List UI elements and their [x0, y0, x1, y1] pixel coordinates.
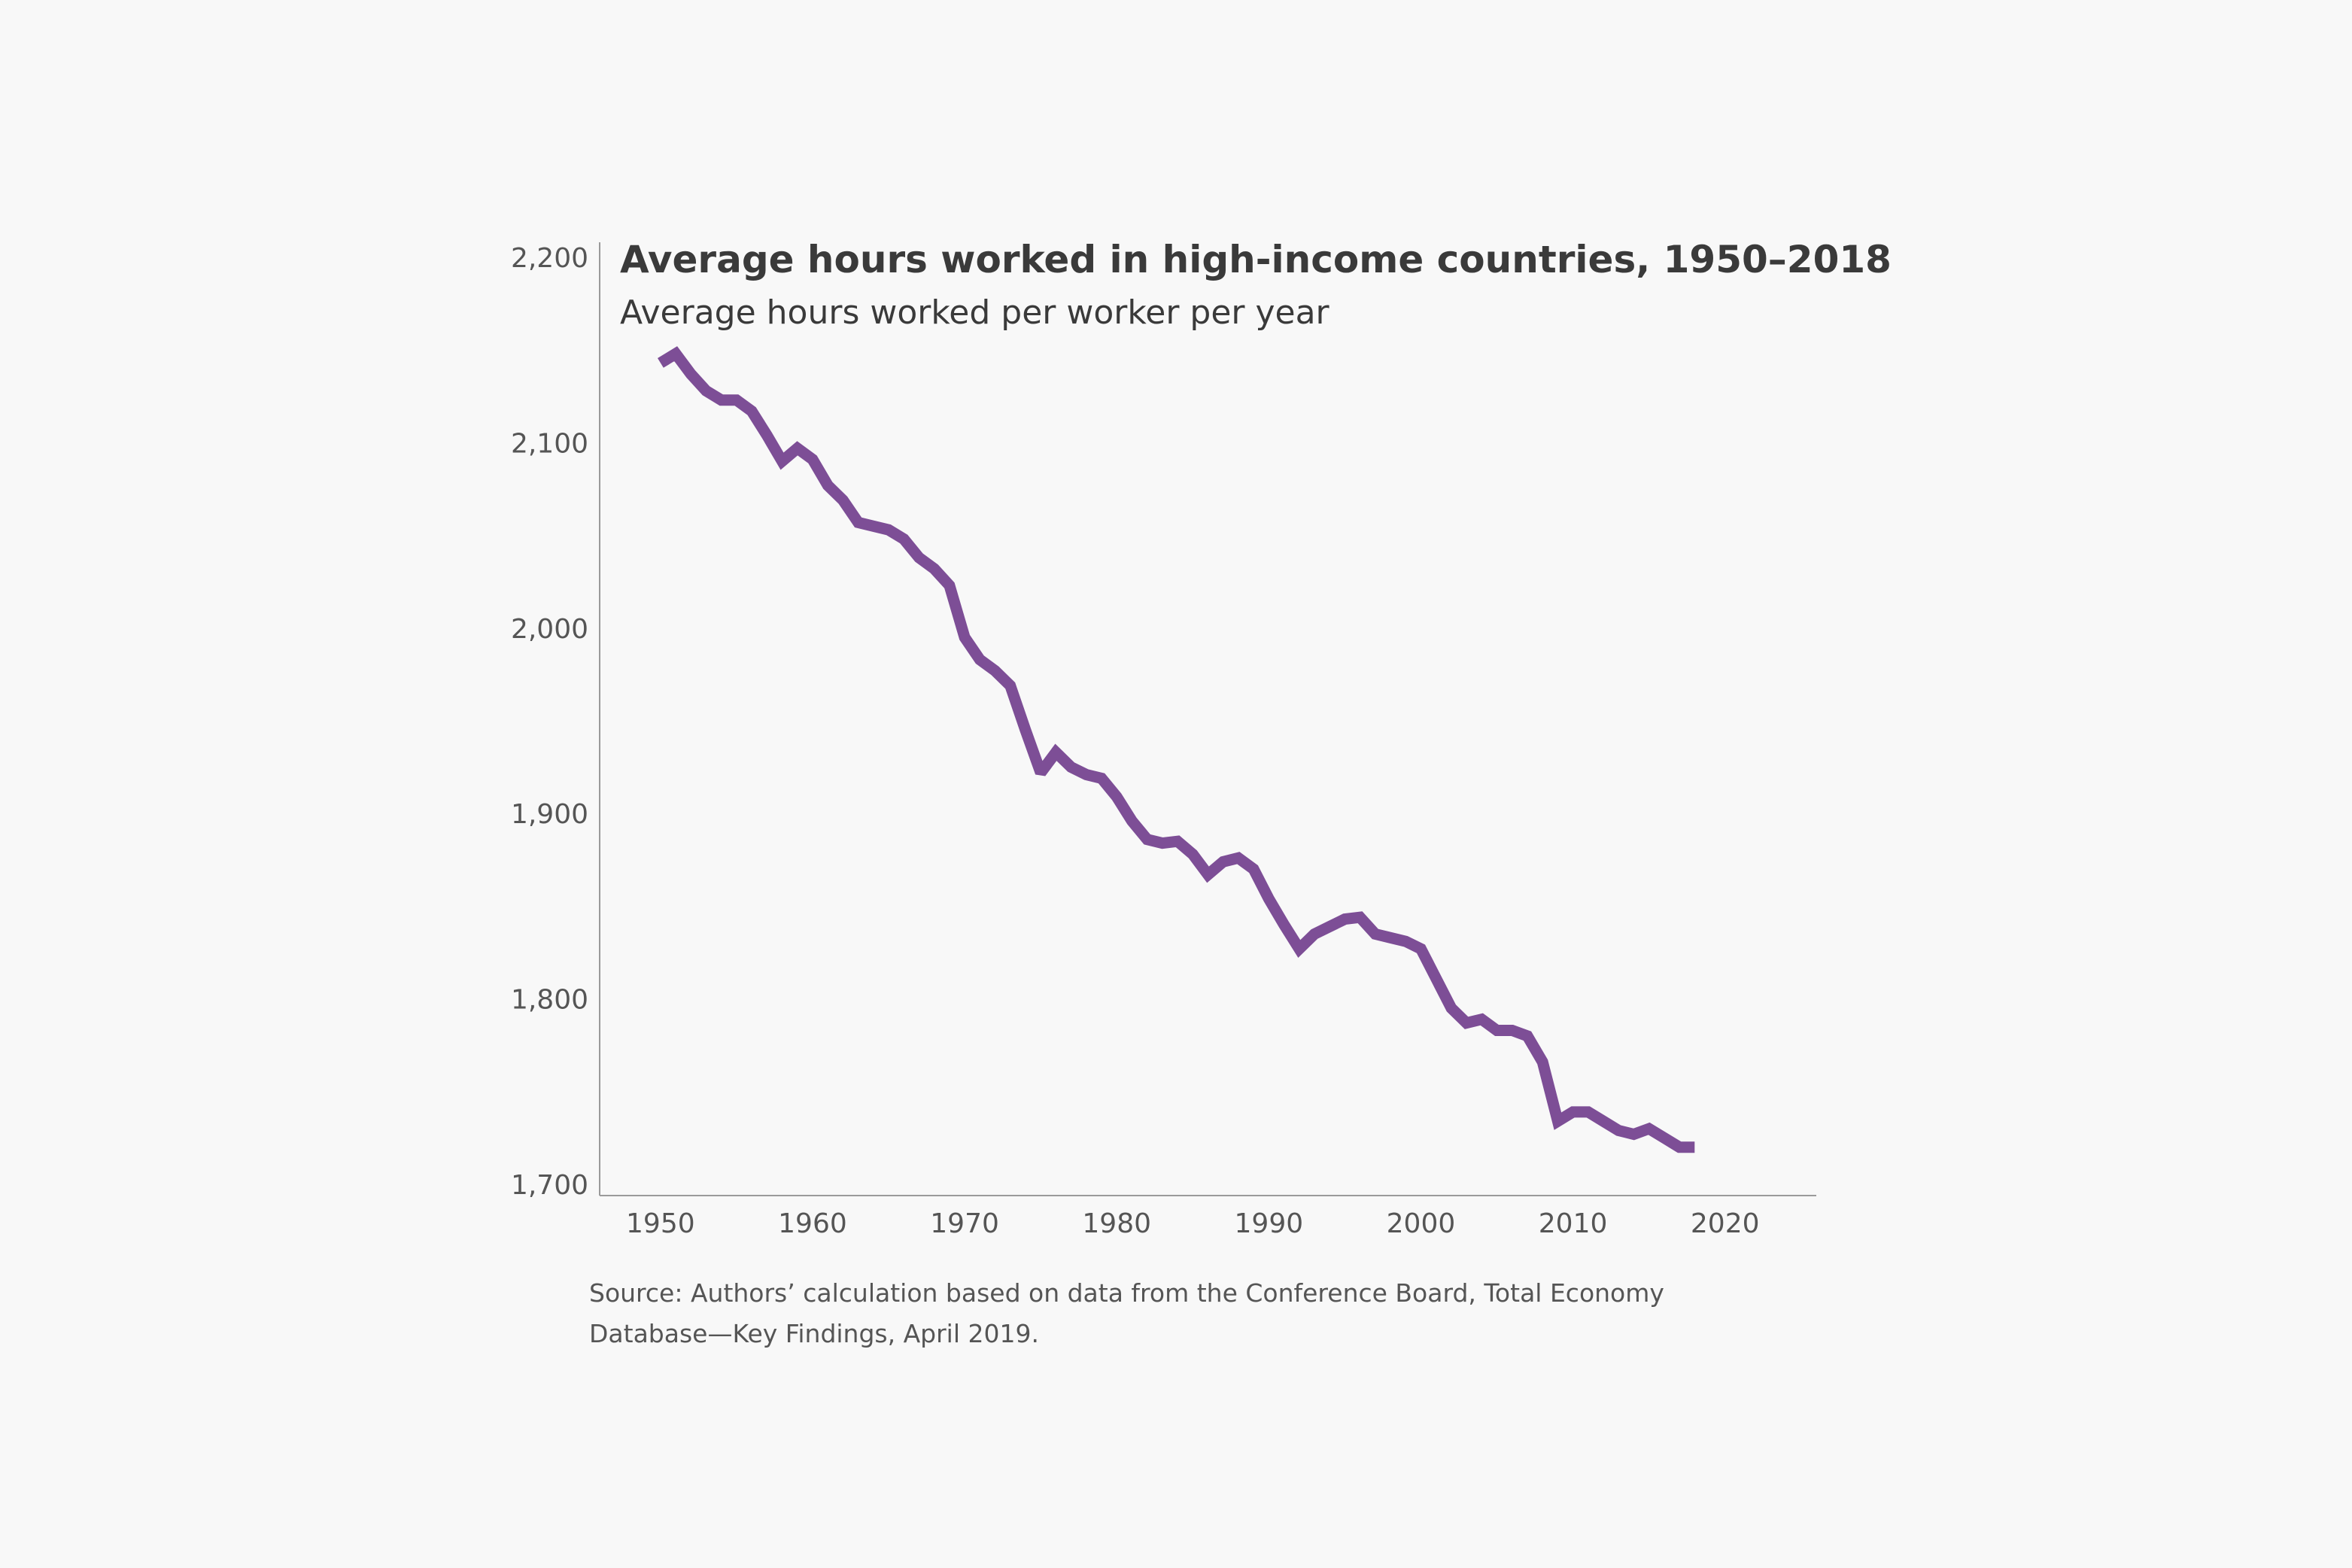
series-line — [657, 346, 1695, 1153]
x-axis-ticks: 1950 1960 1970 1980 1990 2000 2010 2020 — [626, 1208, 1760, 1239]
x-tick-label: 2020 — [1691, 1208, 1760, 1239]
y-tick-label: 1,900 — [511, 799, 588, 830]
y-tick-label: 2,100 — [511, 428, 588, 459]
chart-title: Average hours worked in high-income coun… — [620, 238, 1892, 281]
x-tick-label: 1960 — [778, 1208, 847, 1239]
x-tick-label: 1980 — [1082, 1208, 1151, 1239]
x-tick-label: 1970 — [930, 1208, 999, 1239]
source-line-1: Source: Authors’ calculation based on da… — [589, 1278, 1664, 1308]
source-line-2: Database—Key Findings, April 2019. — [589, 1319, 1039, 1348]
y-tick-label: 2,200 — [511, 243, 588, 274]
y-tick-label: 1,700 — [511, 1170, 588, 1201]
y-axis-ticks: 1,700 1,800 1,900 2,000 2,100 2,200 — [511, 243, 588, 1201]
series-layer — [657, 346, 1695, 1153]
x-tick-label: 2010 — [1539, 1208, 1608, 1239]
y-tick-label: 2,000 — [511, 614, 588, 645]
x-tick-label: 1950 — [626, 1208, 695, 1239]
x-tick-label: 1990 — [1235, 1208, 1304, 1239]
x-tick-label: 2000 — [1387, 1208, 1456, 1239]
chart-subtitle: Average hours worked per worker per year — [620, 293, 1330, 332]
y-tick-label: 1,800 — [511, 985, 588, 1016]
